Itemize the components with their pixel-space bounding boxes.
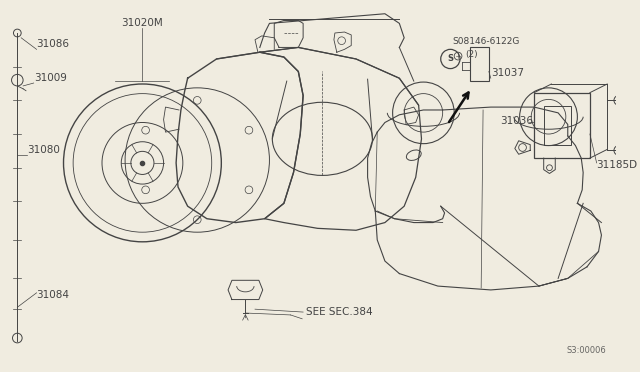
Text: S: S <box>447 54 453 64</box>
Text: 31080: 31080 <box>27 145 60 155</box>
Text: 31009: 31009 <box>34 73 67 83</box>
Text: 31036: 31036 <box>500 116 533 126</box>
Text: S08146-6122G: S08146-6122G <box>452 36 520 46</box>
Text: (2): (2) <box>465 50 477 59</box>
Text: 31084: 31084 <box>36 290 70 299</box>
Text: 31086: 31086 <box>36 39 70 49</box>
Bar <box>544 106 571 145</box>
Bar <box>470 47 489 81</box>
Text: S3:00006: S3:00006 <box>566 346 606 355</box>
Text: 31037: 31037 <box>491 68 524 78</box>
Text: 31020M: 31020M <box>122 18 163 28</box>
Text: SEE SEC.384: SEE SEC.384 <box>306 307 372 317</box>
Bar <box>534 93 590 158</box>
Text: 31185D: 31185D <box>596 160 637 170</box>
